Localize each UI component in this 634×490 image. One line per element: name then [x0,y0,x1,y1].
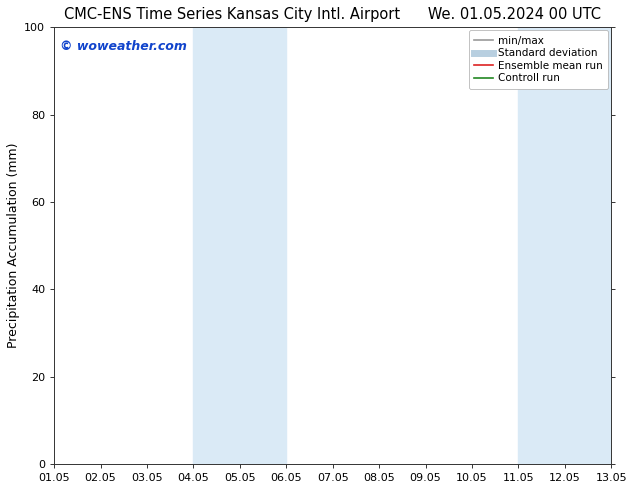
Title: CMC-ENS Time Series Kansas City Intl. Airport      We. 01.05.2024 00 UTC: CMC-ENS Time Series Kansas City Intl. Ai… [64,7,601,22]
Text: © woweather.com: © woweather.com [60,40,186,53]
Legend: min/max, Standard deviation, Ensemble mean run, Controll run: min/max, Standard deviation, Ensemble me… [469,30,608,89]
Y-axis label: Precipitation Accumulation (mm): Precipitation Accumulation (mm) [7,143,20,348]
Bar [519,27,611,464]
Bar [193,27,287,464]
